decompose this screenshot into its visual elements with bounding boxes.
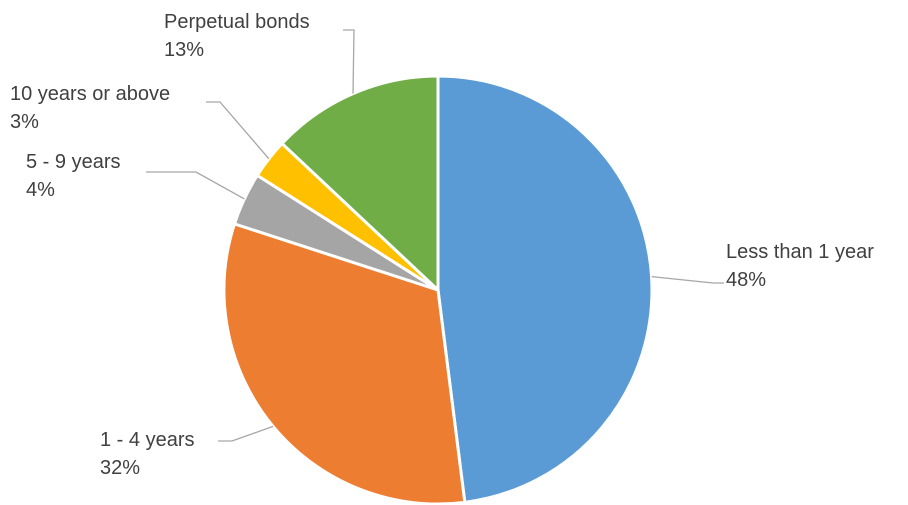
leader-line-1-4-years: [218, 425, 274, 442]
leader-lines: [146, 29, 724, 442]
leader-line-less-than-1-year: [651, 275, 724, 284]
slice-label-less-than-1-year: Less than 1 year: [726, 241, 874, 263]
slice-value-5-9-years: 4%: [26, 179, 55, 201]
slice-value-perpetual-bonds: 13%: [164, 39, 204, 61]
slice-value-10-years-or-above: 3%: [10, 111, 39, 133]
slice-value-less-than-1-year: 48%: [726, 269, 766, 291]
pie-slice-less-than-1-year: [436, 74, 654, 504]
pie-slice-perpetual-bonds: [280, 74, 440, 292]
slice-value-1-4-years: 32%: [100, 457, 140, 479]
leader-line-perpetual-bonds: [343, 29, 355, 94]
leader-line-5-9-years: [146, 171, 245, 200]
slice-labels: Less than 1 year 48% 1 - 4 years 32% 5 -…: [10, 11, 874, 479]
pie-slice-1-4-years: [222, 222, 467, 505]
slice-label-10-years-or-above: 10 years or above: [10, 83, 170, 105]
slice-label-perpetual-bonds: Perpetual bonds: [164, 11, 310, 33]
slice-label-1-4-years: 1 - 4 years: [100, 429, 194, 451]
slice-label-5-9-years: 5 - 9 years: [26, 151, 120, 173]
pie-slices: [222, 74, 654, 505]
leader-line-10-years-or-above: [206, 101, 270, 160]
